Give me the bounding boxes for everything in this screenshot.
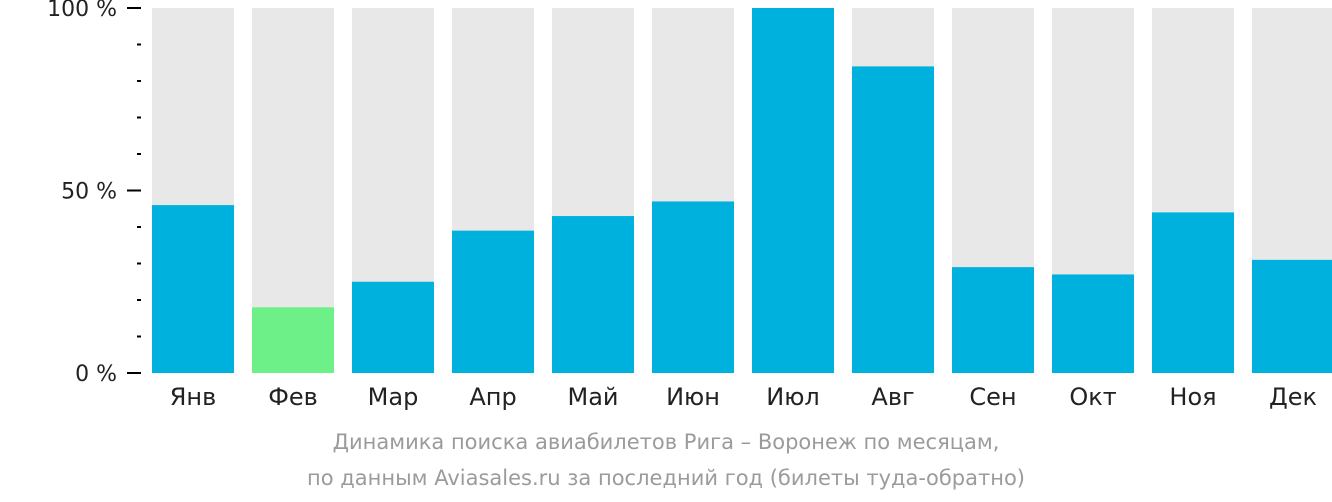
y-tick-label: 0 % <box>75 362 117 387</box>
chart-caption-line-1: Динамика поиска авиабилетов Рига – Ворон… <box>332 430 1000 454</box>
x-tick-label: Мар <box>368 383 419 411</box>
y-tick-label: 100 % <box>47 0 117 22</box>
bar-1 <box>152 205 234 373</box>
x-tick-label: Ноя <box>1169 383 1216 411</box>
bar-11 <box>1152 212 1234 373</box>
bar-7 <box>752 8 834 373</box>
x-tick-label: Сен <box>969 383 1016 411</box>
x-tick-label: Янв <box>170 383 217 411</box>
bar-9 <box>952 267 1034 373</box>
bar-10 <box>1052 274 1134 373</box>
bar-3 <box>352 281 434 373</box>
x-tick-label: Май <box>567 383 618 411</box>
bar-8 <box>852 66 934 374</box>
x-axis-labels: Янв Фев Мар Апр Май Июн Июл Авг Сен Окт Ноя Дек <box>170 383 1317 411</box>
bar-12 <box>1252 259 1332 373</box>
x-tick-label: Июл <box>766 383 820 411</box>
x-tick-label: Окт <box>1069 383 1116 411</box>
x-tick-label: Апр <box>469 383 516 411</box>
x-tick-label: Июн <box>666 383 720 411</box>
y-tick-label: 50 % <box>61 180 117 205</box>
bar-2 <box>252 307 334 373</box>
bar-5 <box>552 216 634 373</box>
x-tick-label: Дек <box>1269 383 1317 411</box>
chart-caption-line-2: по данным Aviasales.ru за последний год … <box>307 466 1025 490</box>
x-tick-label: Авг <box>871 383 914 411</box>
bars <box>152 8 1332 374</box>
bar-4 <box>452 230 534 373</box>
y-axis: 0 % 50 % 100 % <box>47 0 141 387</box>
x-tick-label: Фев <box>268 383 318 411</box>
bar-6 <box>652 201 734 373</box>
